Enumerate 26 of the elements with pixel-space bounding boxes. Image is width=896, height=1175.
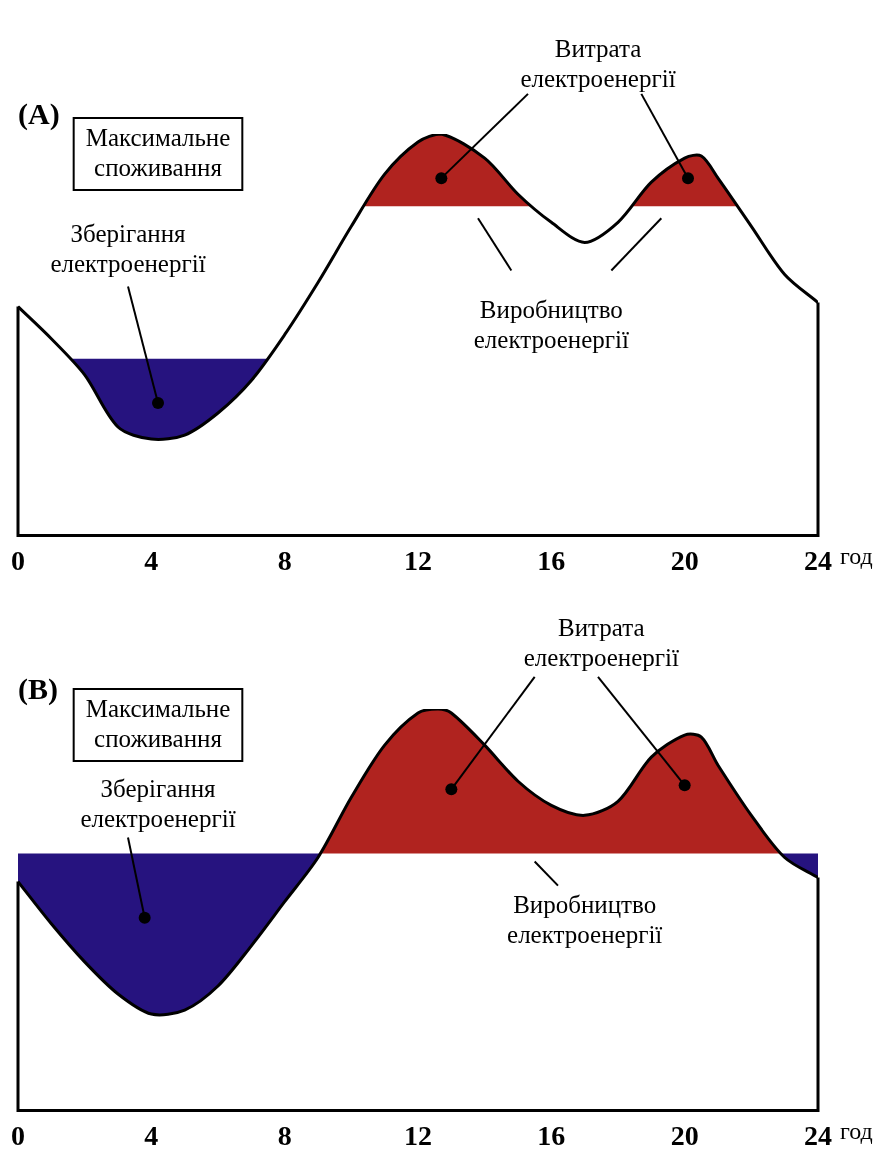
x-tick-label: 4 (144, 545, 159, 577)
x-tick-label: 20 (670, 545, 699, 577)
x-tick-label: 24 (804, 545, 832, 577)
text: Витрата електроенергії (520, 35, 676, 93)
x-tick-label: 8 (277, 545, 292, 577)
chart-title: (B) (18, 671, 58, 706)
x-tick-label: 24 (804, 1120, 832, 1152)
x-tick-label: 12 (404, 545, 432, 577)
annotation: Зберігання електроенергії (50, 219, 206, 277)
x-tick-label: 12 (404, 1120, 432, 1152)
x-axis-title: год (840, 542, 873, 569)
x-tick-label: 8 (277, 1120, 292, 1152)
chart-title: (A) (18, 96, 60, 131)
x-tick-label: 4 (144, 1120, 159, 1152)
x-tick-label: 16 (537, 545, 566, 577)
x-tick-label: 0 (11, 545, 25, 577)
text: Витрата електроенергії (523, 614, 679, 672)
annotation: Виробництво електроенергії (473, 296, 629, 354)
x-tick-label: 0 (11, 1120, 25, 1152)
annotation: Зберігання електроенергії (80, 774, 236, 832)
annotation: Максимальне споживання (85, 123, 231, 181)
x-tick-label: 16 (537, 1120, 566, 1152)
annotation: Максимальне споживання (85, 694, 231, 752)
x-tick-label: 20 (670, 1120, 699, 1152)
annotation: Виробництво електроенергії (507, 891, 663, 949)
x-axis-title: год (840, 1117, 873, 1144)
